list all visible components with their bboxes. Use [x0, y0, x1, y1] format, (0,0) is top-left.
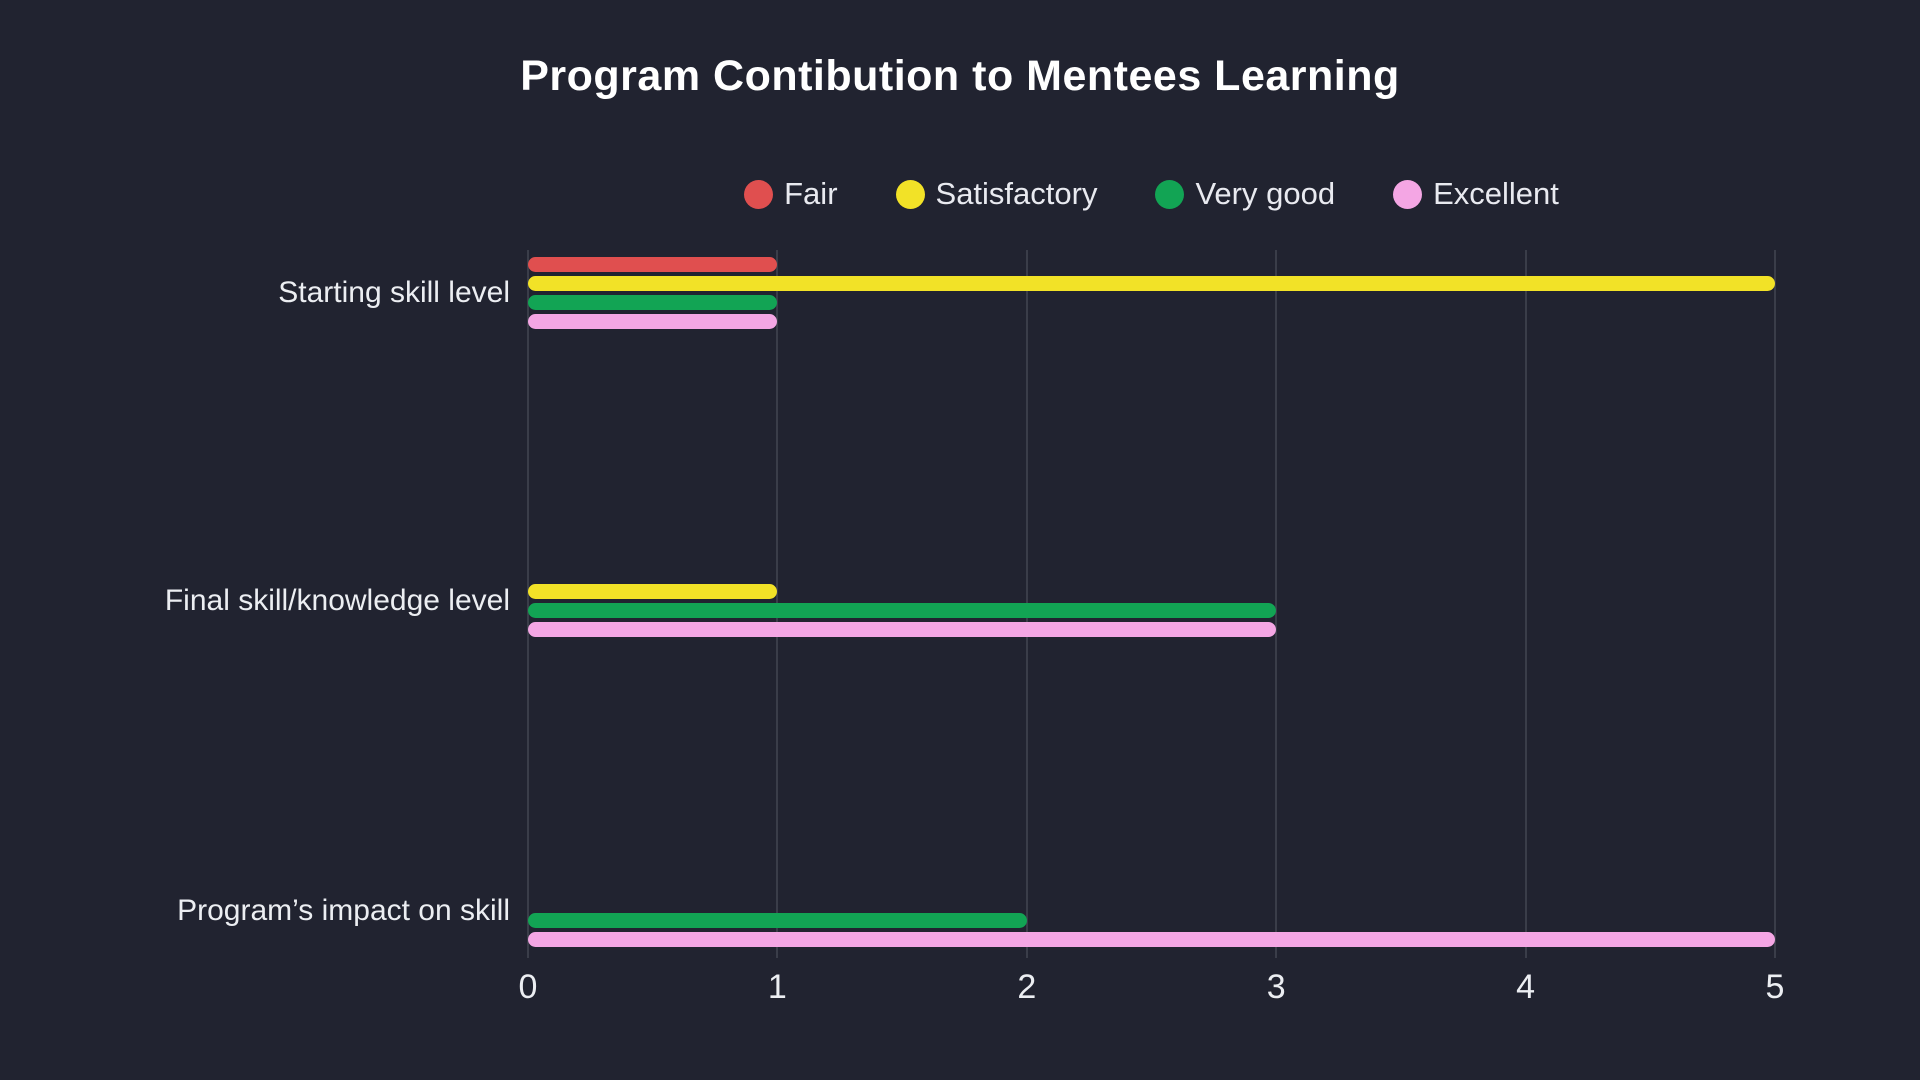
legend-label-fair: Fair	[784, 176, 838, 211]
bar-program-s-impact-on-skill-excellent	[528, 932, 1775, 947]
bar-group-starting-skill-level	[528, 257, 1775, 329]
plot-area: 0 1 2 3 4 5 Starting skill level Final skill/kn…	[165, 250, 1784, 1006]
legend-swatch-fair-icon	[744, 179, 774, 209]
x-tick-label-4: 4	[1516, 968, 1536, 1006]
bar-starting-skill-level-very-good	[528, 295, 778, 310]
category-row-starting-skill-level: Starting skill level	[278, 257, 1775, 329]
legend-swatch-excellent-icon	[1393, 179, 1423, 209]
bar-final-skill-knowledge-level-very-good	[528, 603, 1277, 618]
bar-group-final-skill-knowledge-level	[528, 565, 1775, 637]
legend-item-excellent: Excellent	[1393, 176, 1559, 212]
bar-final-skill-knowledge-level-satisfactory	[528, 584, 778, 599]
legend: Fair Satisfactory Very good Excellent	[528, 176, 1775, 212]
bar-starting-skill-level-excellent	[528, 314, 778, 329]
bar-starting-skill-level-satisfactory	[528, 276, 1775, 291]
legend-label-very-good: Very good	[1195, 176, 1336, 211]
bar-program-s-impact-on-skill-very-good	[528, 913, 1027, 928]
legend-item-satisfactory: Satisfactory	[895, 176, 1098, 212]
legend-item-fair: Fair	[744, 176, 838, 212]
gridline-4	[1524, 250, 1527, 958]
gridline-0	[527, 250, 529, 958]
legend-label-satisfactory: Satisfactory	[935, 176, 1098, 211]
x-tick-label-0: 0	[518, 968, 538, 1006]
bar-final-skill-knowledge-level-excellent	[528, 622, 1277, 637]
category-row-final-skill-knowledge-level: Final skill/knowledge level	[165, 565, 1775, 637]
x-tick-label-2: 2	[1017, 968, 1037, 1006]
legend-item-very-good: Very good	[1155, 176, 1335, 212]
x-tick-label-1: 1	[767, 968, 787, 1006]
gridline-5	[1774, 250, 1776, 958]
x-tick-label-3: 3	[1266, 968, 1286, 1006]
category-label-final-skill-knowledge-level: Final skill/knowledge level	[164, 584, 510, 617]
category-row-program-s-impact-on-skill: Program’s impact on skill	[177, 875, 1775, 947]
bar-group-program-s-impact-on-skill	[528, 875, 1775, 947]
chart-title: Program Contibution to Mentees Learning	[520, 52, 1400, 100]
legend-swatch-satisfactory-icon	[895, 179, 925, 209]
category-label-starting-skill-level: Starting skill level	[278, 276, 510, 309]
legend-label-excellent: Excellent	[1433, 176, 1559, 211]
category-label-program-s-impact-on-skill: Program’s impact on skill	[177, 894, 510, 927]
bar-starting-skill-level-fair	[528, 257, 778, 272]
x-tick-label-5: 5	[1765, 968, 1785, 1006]
legend-swatch-very-good-icon	[1155, 179, 1185, 209]
gridline-3	[1275, 250, 1278, 958]
